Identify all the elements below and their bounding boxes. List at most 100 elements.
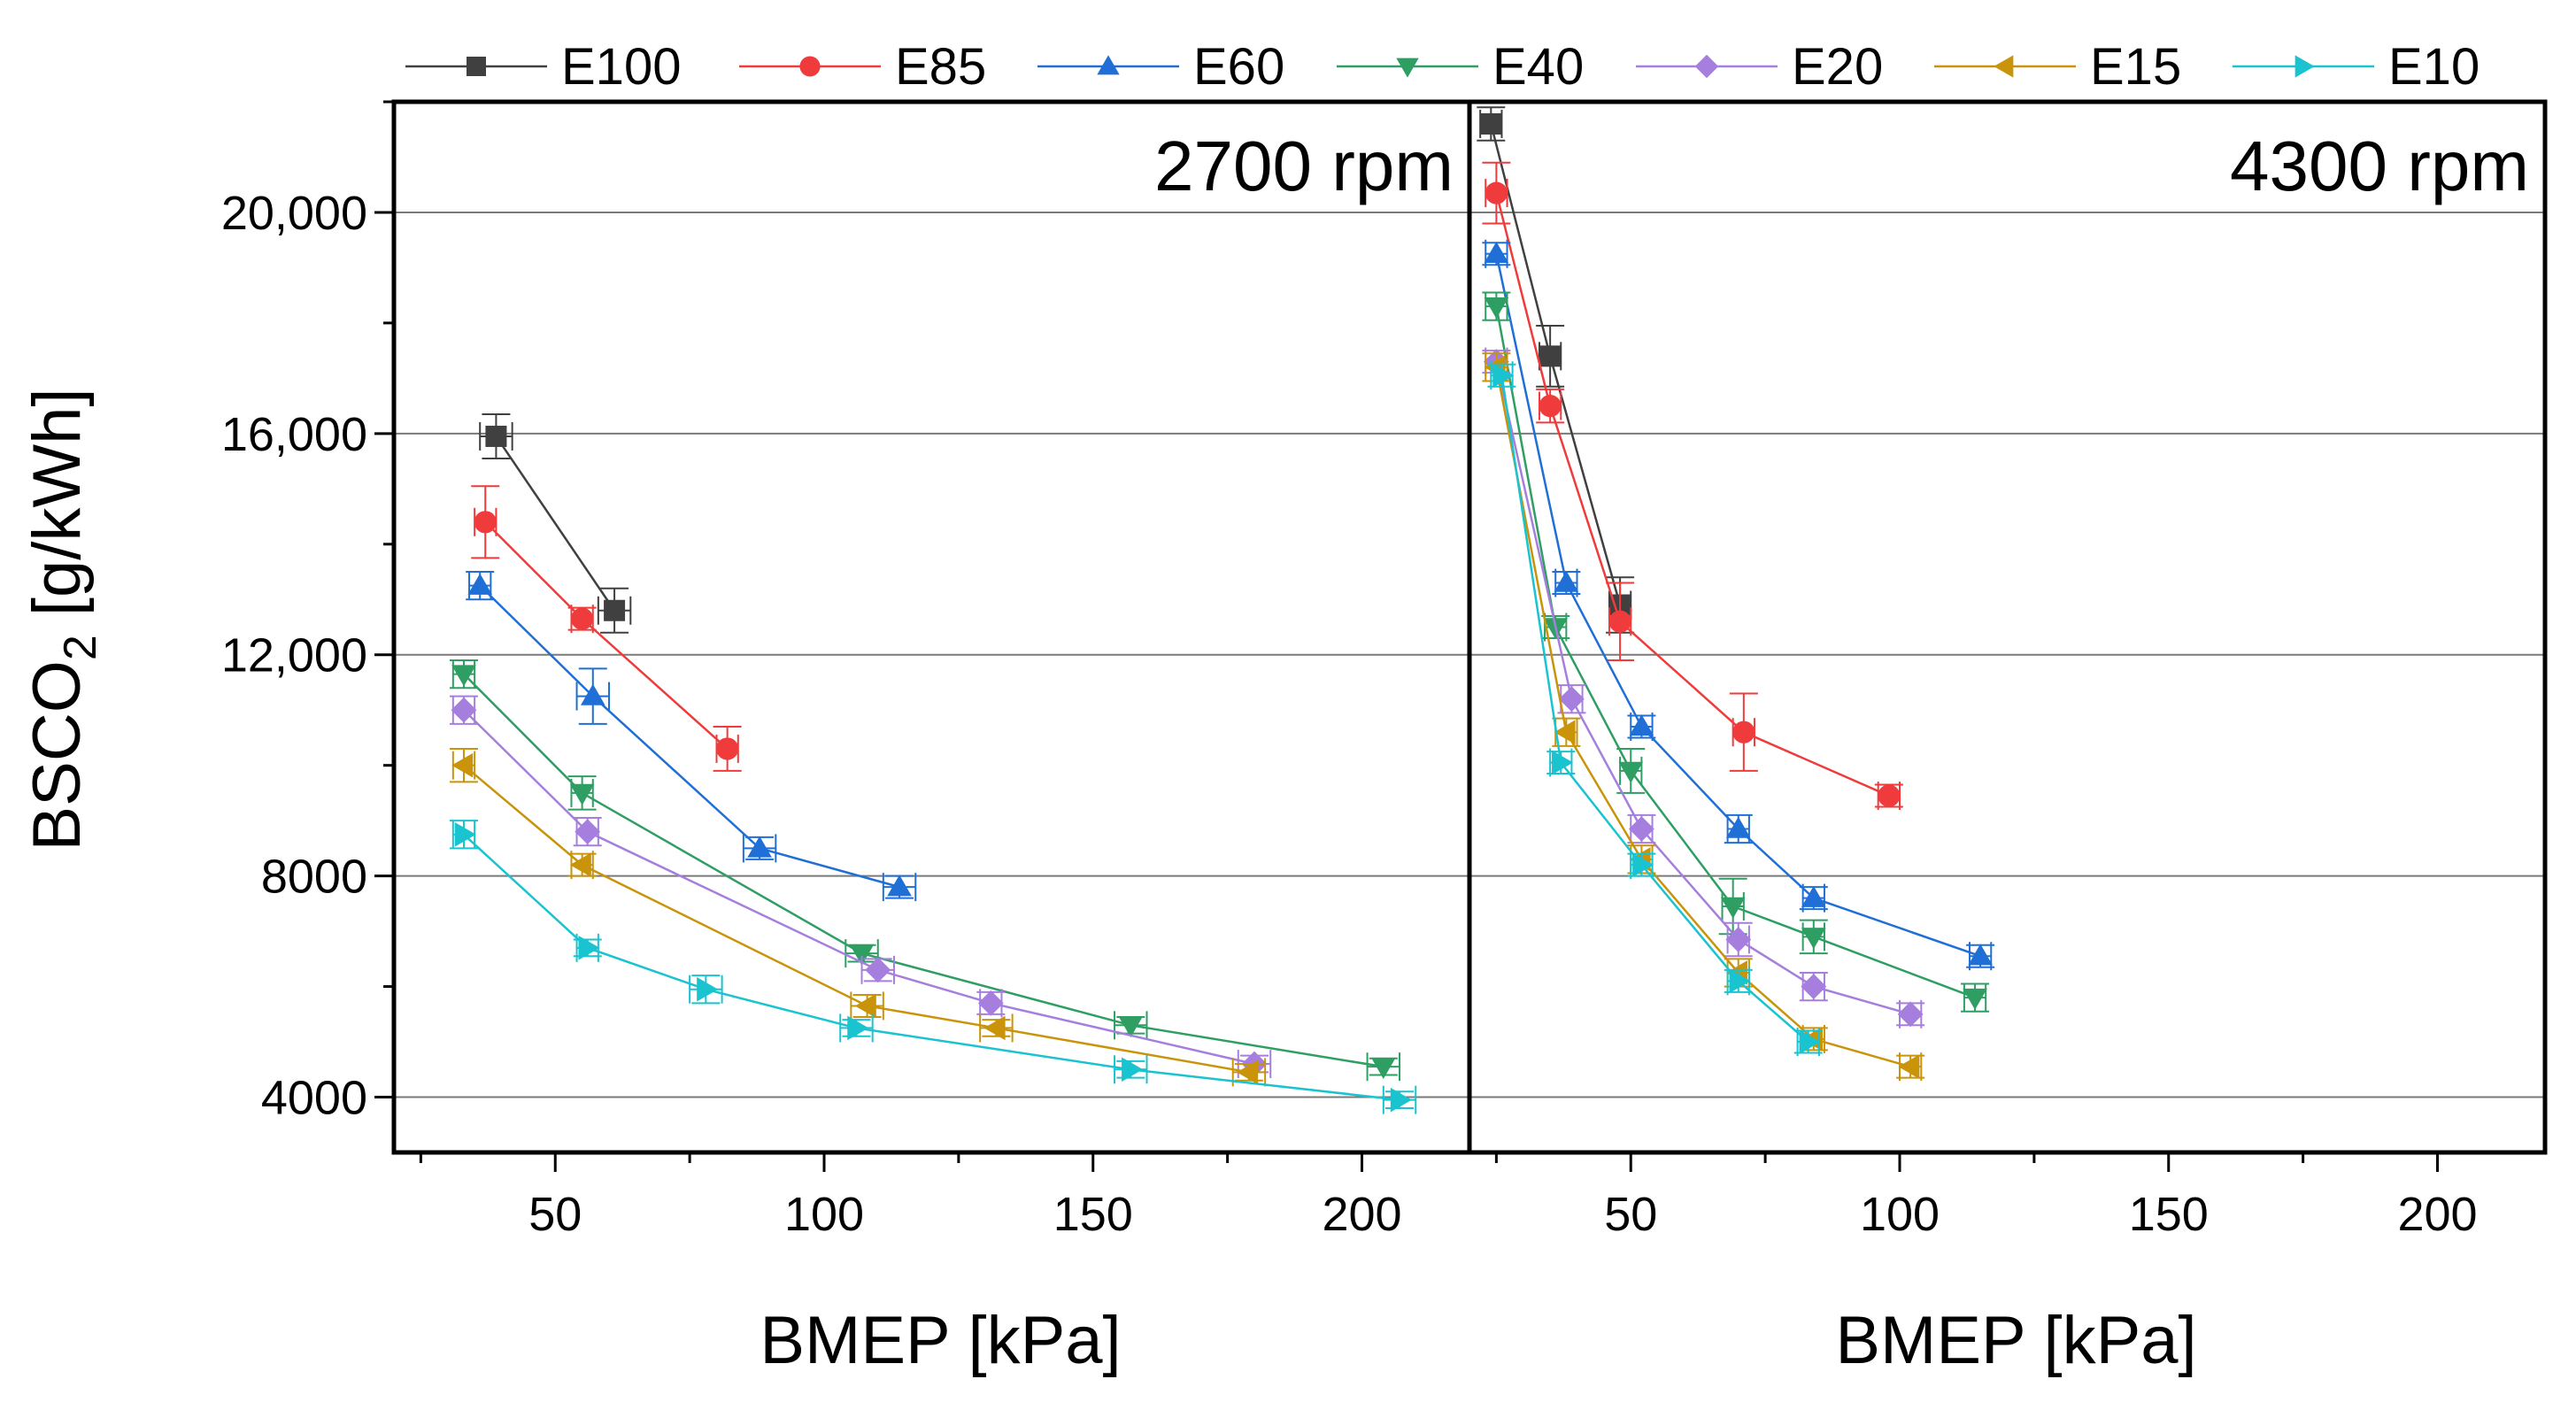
series-e15 [1482, 352, 1925, 1082]
legend-label: E100 [561, 38, 681, 96]
legend-item-e15: E15 [1934, 38, 2181, 96]
data-point [983, 1015, 1006, 1041]
legend-label: E40 [1492, 38, 1584, 96]
legend-label: E85 [895, 38, 986, 96]
data-point [849, 944, 875, 966]
series-line [495, 435, 616, 612]
legend-marker [799, 56, 821, 77]
series-line [1495, 305, 1976, 999]
series-e60 [466, 571, 917, 902]
panel-title: 2700 rpm [1154, 127, 1454, 205]
data-point [1559, 686, 1585, 713]
data-point [451, 697, 477, 723]
data-point [1963, 988, 1987, 1010]
y-axis-label: BSCO2 [g/kWh] [19, 388, 106, 851]
data-point [578, 936, 600, 960]
series-e10 [1487, 361, 1823, 1057]
series-e40 [1482, 291, 1990, 1013]
data-point [1122, 1057, 1144, 1083]
data-point [604, 599, 626, 621]
data-point [1552, 750, 1574, 775]
legend-item-e85: E85 [739, 38, 986, 96]
y-tick-label: 16,000 [221, 408, 367, 461]
data-point [569, 852, 591, 877]
legend-marker [1694, 54, 1719, 79]
data-point [747, 836, 772, 858]
data-point [1898, 1054, 1920, 1079]
series-e85 [471, 485, 742, 772]
data-point [1801, 974, 1827, 999]
data-point [1897, 1001, 1924, 1028]
data-point [716, 737, 739, 760]
data-point [697, 976, 719, 1002]
y-tick-label: 4000 [261, 1072, 367, 1125]
data-point [1485, 181, 1508, 204]
data-point [1732, 720, 1755, 744]
data-point [1484, 297, 1509, 319]
series-line [1500, 375, 1809, 1043]
data-point [887, 875, 912, 897]
x-tick-label: 100 [784, 1188, 864, 1241]
y-tick-label: 12,000 [221, 629, 367, 682]
legend-marker [467, 57, 486, 76]
data-point [1878, 784, 1901, 807]
data-point [1554, 570, 1579, 592]
data-point [854, 993, 876, 1019]
data-point [451, 752, 474, 778]
data-point [1539, 345, 1562, 367]
legend-label: E15 [2090, 38, 2181, 96]
data-point [571, 607, 594, 630]
x-tick-label: 200 [1322, 1188, 1401, 1241]
series-e60 [1482, 239, 1995, 971]
series-e85 [1482, 161, 1903, 811]
data-point [485, 425, 507, 447]
data-point [580, 683, 605, 705]
x-tick-label: 200 [2397, 1188, 2477, 1241]
legend-marker [1396, 58, 1419, 78]
data-point [1492, 363, 1515, 389]
legend-label: E60 [1193, 38, 1284, 96]
series-e15 [449, 747, 1267, 1087]
legend-item-e20: E20 [1636, 38, 1883, 96]
series-line [1495, 192, 1890, 797]
data-point [474, 511, 497, 534]
data-point [1725, 927, 1752, 952]
data-point [575, 819, 601, 845]
data-point [1118, 1016, 1144, 1038]
data-point [451, 665, 476, 687]
legend-marker [2294, 55, 2315, 78]
y-tick-label: 20,000 [221, 187, 367, 240]
data-point [1484, 242, 1509, 264]
data-point [569, 783, 595, 805]
legend: E100 E85 E60 E40 E20 E15 E10 [405, 38, 2480, 96]
data-point [1371, 1057, 1396, 1079]
x-tick-label: 50 [1604, 1188, 1657, 1241]
legend-item-e10: E10 [2233, 38, 2480, 96]
data-point [1539, 395, 1562, 418]
plot-area: 50 100 150 200 4000 8000 12,000 16,000 20,000 BME… [221, 99, 2548, 1378]
data-point [1729, 968, 1751, 994]
data-point [1720, 897, 1746, 919]
data-point [1237, 1059, 1259, 1085]
data-point [1968, 944, 1993, 966]
x-tick-label: 50 [528, 1188, 582, 1241]
data-point [847, 1015, 869, 1041]
x-tick-label: 100 [1860, 1188, 1940, 1241]
legend-marker [1097, 55, 1120, 75]
data-point [1629, 816, 1654, 842]
series-line [484, 520, 729, 750]
series-e20 [449, 695, 1272, 1079]
legend-item-e60: E60 [1037, 38, 1284, 96]
data-point [467, 573, 492, 595]
x-axis-label: BMEP [kPa] [760, 1303, 1121, 1378]
legend-item-e40: E40 [1337, 38, 1584, 96]
series-e40 [449, 659, 1401, 1082]
legend-label: E20 [1792, 38, 1883, 96]
series-line [463, 673, 1384, 1068]
y-tick-label: 8000 [261, 851, 367, 904]
legend-label: E10 [2388, 38, 2480, 96]
panel-4300-rpm: 50 100 150 200 BMEP [kPa] 4300 rpm [1469, 106, 2545, 1378]
x-tick-label: 150 [2129, 1188, 2209, 1241]
panel-title: 4300 rpm [2230, 127, 2529, 205]
data-point [1801, 928, 1826, 950]
